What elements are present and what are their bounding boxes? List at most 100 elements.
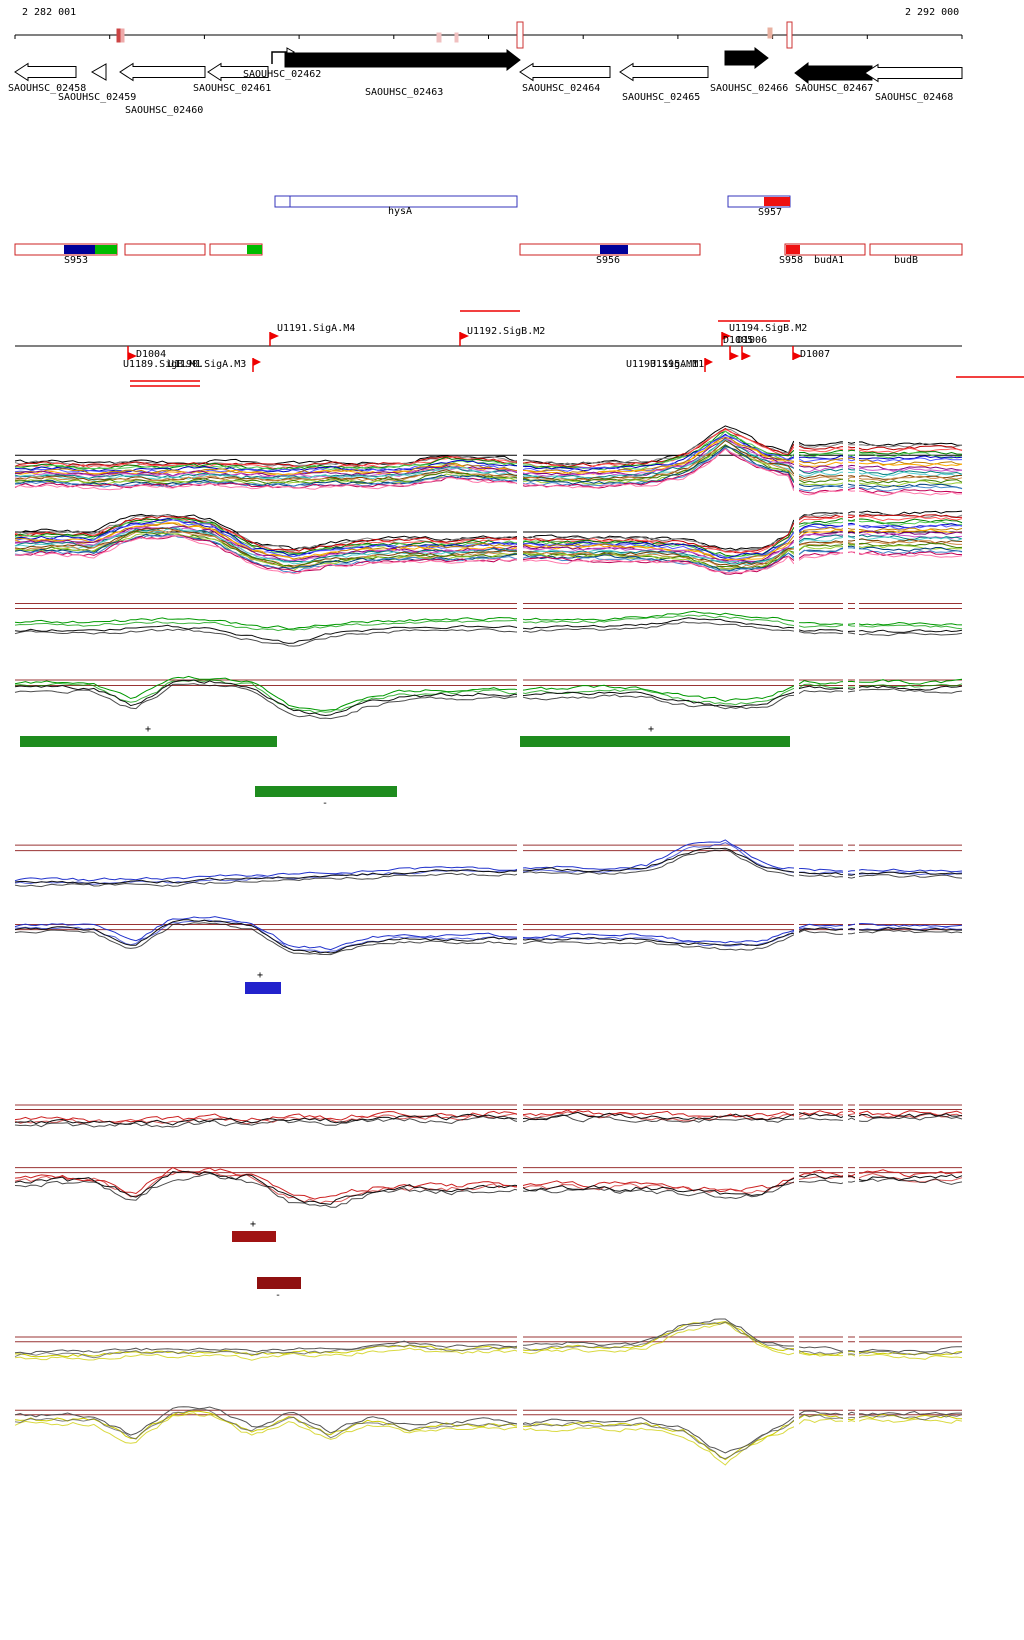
transcript-segment xyxy=(64,245,95,254)
transcript-box[interactable] xyxy=(274,195,518,208)
signal-trace xyxy=(14,448,963,494)
signal-trace xyxy=(14,679,963,714)
strand-sign-label: + xyxy=(648,724,655,735)
transcript-label: S957 xyxy=(758,207,783,218)
transcript-segment xyxy=(247,245,262,254)
tss-label: U1191.SigA.M4 xyxy=(277,323,356,334)
transcript-box[interactable] xyxy=(784,243,866,256)
tss-down-flag-head xyxy=(128,352,137,360)
tss-label: U1190.SigA.M3 xyxy=(168,359,247,370)
gene-arrow[interactable] xyxy=(619,62,709,82)
tss-down-flag-head xyxy=(730,352,739,360)
annotation-tracks xyxy=(14,21,1024,387)
gene-arrow[interactable] xyxy=(90,63,107,81)
gene-arrow[interactable] xyxy=(284,48,521,72)
signal-trace xyxy=(14,1111,963,1125)
signal-trace xyxy=(14,919,962,954)
strand-sign-label: + xyxy=(257,970,264,981)
ruler-end-label: 2 292 000 xyxy=(905,7,960,18)
segment-gap xyxy=(855,1089,859,1146)
segment-gap xyxy=(843,1318,848,1386)
ruler-feature-mark xyxy=(120,28,125,43)
gene-label: SAOUHSC_02467 xyxy=(795,83,874,94)
signal-trace xyxy=(14,1322,963,1361)
segment-gap xyxy=(794,1318,799,1386)
segment-gap xyxy=(517,1154,523,1216)
transcript-bar-green-plus-left xyxy=(20,736,277,747)
segment-gap xyxy=(794,1154,799,1216)
coverage-all-conditions-minus xyxy=(14,506,963,590)
segment-gap xyxy=(843,1154,848,1216)
coverage-red-minus xyxy=(14,1154,963,1216)
segment-gap xyxy=(517,599,523,655)
gene-arrow[interactable] xyxy=(207,62,269,82)
signal-trace xyxy=(14,445,963,489)
transcript-segment xyxy=(764,197,790,206)
tss-secondary-flag-head xyxy=(705,358,713,366)
transcript-segment xyxy=(95,245,117,254)
signal-trace xyxy=(14,1111,963,1126)
transcript-segment xyxy=(600,245,628,254)
signal-trace xyxy=(14,439,963,482)
transcript-label: S958 xyxy=(779,255,804,266)
transcript-segment xyxy=(786,245,800,254)
gene-label: SAOUHSC_02458 xyxy=(8,83,87,94)
gene-label: SAOUHSC_02465 xyxy=(622,92,701,103)
gene-arrow[interactable] xyxy=(864,63,963,83)
gene-arrow[interactable] xyxy=(724,46,769,70)
signal-trace xyxy=(14,1109,963,1123)
signal-trace xyxy=(14,849,963,888)
signal-trace xyxy=(14,847,963,885)
gene-arrow[interactable] xyxy=(119,62,206,82)
gene-arrow[interactable] xyxy=(271,51,287,64)
segment-gap xyxy=(517,1318,523,1386)
signal-trace xyxy=(14,519,963,560)
transcript-label: S956 xyxy=(596,255,621,266)
signal-trace xyxy=(14,675,963,711)
segment-gap xyxy=(794,1089,799,1146)
transcript-label: budA1 xyxy=(814,255,845,266)
gene-arrow[interactable] xyxy=(794,61,873,85)
transcript-bar-green-plus-right xyxy=(520,736,790,747)
transcript-label: hysA xyxy=(388,206,413,217)
signal-trace xyxy=(14,1321,963,1359)
coverage-green-minus xyxy=(14,661,963,729)
gene-arrow[interactable] xyxy=(519,62,611,82)
tss-secondary-flag-head xyxy=(253,358,261,366)
tss-up-flag-head xyxy=(722,332,731,340)
coverage-yellow-plus xyxy=(14,1318,963,1386)
strand-sign-label: + xyxy=(250,1219,257,1230)
segment-gap xyxy=(794,506,799,590)
signal-trace xyxy=(14,527,963,566)
transcript-box[interactable] xyxy=(869,243,963,256)
signal-trace xyxy=(14,438,963,480)
signal-trace xyxy=(14,679,963,717)
ruler-feature-mark xyxy=(436,32,442,43)
transcript-bar-blue-plus xyxy=(245,982,281,994)
signal-trace xyxy=(14,1172,963,1208)
gene-label: SAOUHSC_02468 xyxy=(875,92,954,103)
signal-trace xyxy=(14,922,963,956)
segment-gap xyxy=(855,424,859,506)
transcript-bar-darkred-plus xyxy=(232,1231,276,1242)
transcript-bar-darkred-minus xyxy=(257,1277,301,1289)
segment-gap xyxy=(855,904,859,968)
gene-label: SAOUHSC_02464 xyxy=(522,83,601,94)
signal-trace xyxy=(14,428,963,470)
tss-down-flag-head xyxy=(793,352,802,360)
segment-gap xyxy=(794,837,799,899)
strand-sign-label: - xyxy=(322,798,329,809)
ruler-feature-mark xyxy=(116,28,121,43)
transcript-box[interactable] xyxy=(124,243,206,256)
ruler-feature-mark xyxy=(516,21,524,49)
segment-gap xyxy=(855,837,859,899)
segment-gap xyxy=(843,661,848,729)
gene-arrow[interactable] xyxy=(14,62,77,82)
signal-trace xyxy=(14,1114,963,1128)
signal-trace xyxy=(14,1412,963,1466)
tss-label: U1193.SigA.M1 xyxy=(626,359,705,370)
signal-trace xyxy=(14,535,963,575)
segment-gap xyxy=(794,904,799,968)
tss-label: U1189.SigB.M1 xyxy=(123,359,202,370)
